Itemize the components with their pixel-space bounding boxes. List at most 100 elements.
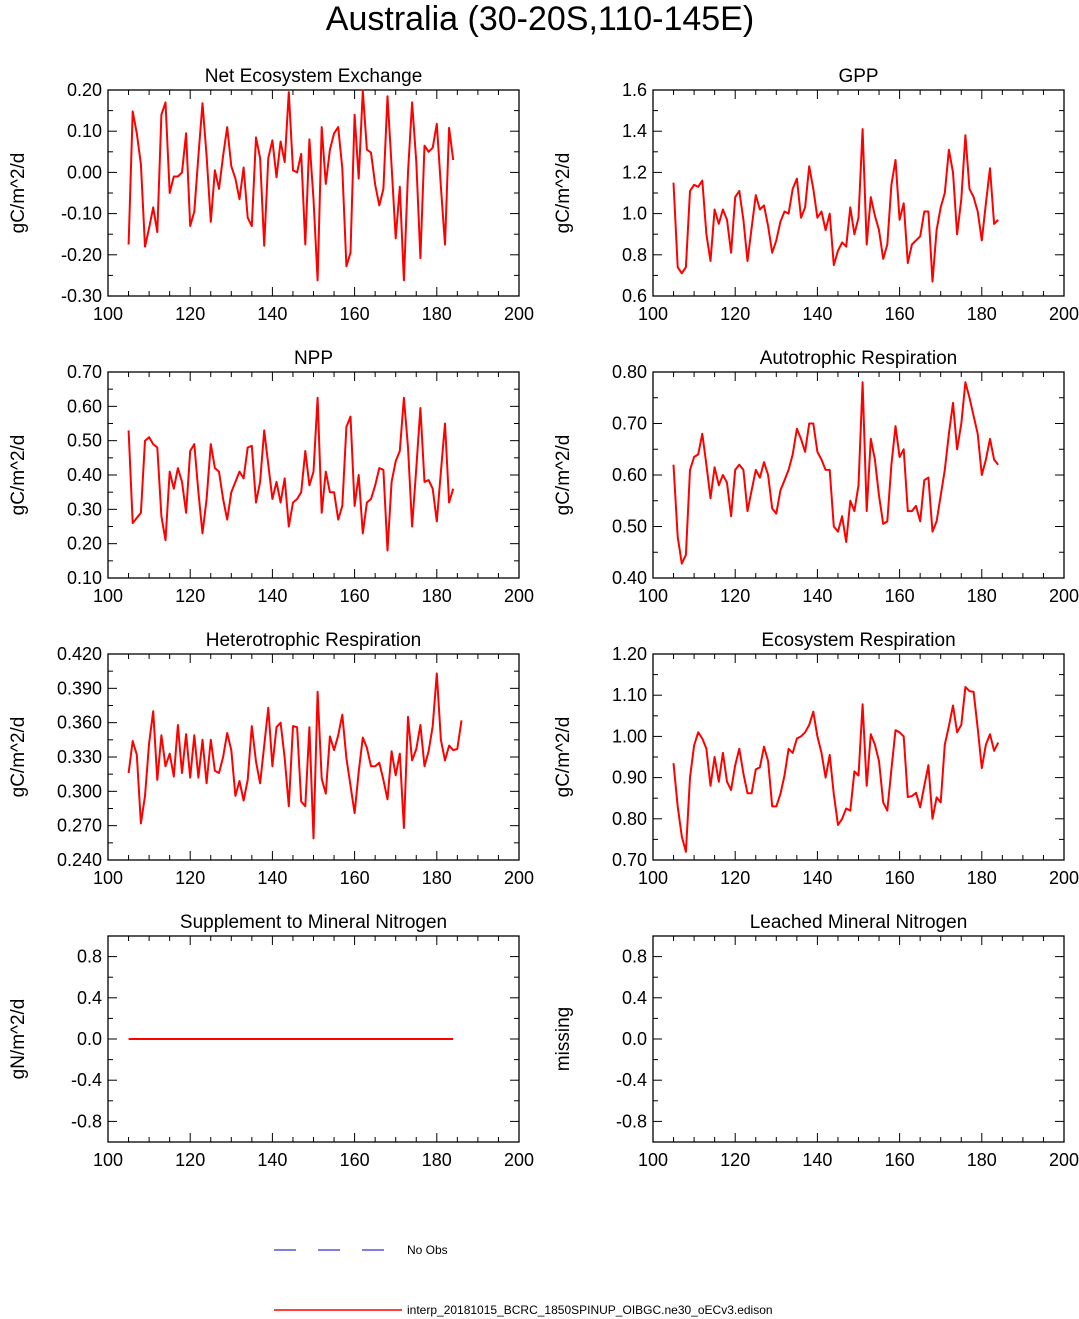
y-tick-label: 0.50 (67, 431, 102, 451)
panel-grid: Net Ecosystem Exchange 100 120 140 160 180 200… (8, 66, 1079, 1170)
x-tick-label: 140 (802, 1150, 832, 1170)
x-tick-label: 180 (967, 868, 997, 888)
chart-panel: Net Ecosystem Exchange 100 120 140 160 180 200… (8, 66, 534, 324)
y-axis-label: gC/m^2/d (8, 717, 29, 798)
x-tick-label: 100 (93, 304, 123, 324)
y-axis-label: gC/m^2/d (8, 435, 29, 516)
figure-title: Australia (30-20S,110-145E) (326, 0, 754, 38)
x-tick-label: 200 (1049, 868, 1079, 888)
x-tick-label: 120 (720, 868, 750, 888)
chart-panel: Leached Mineral Nitrogen 100 120 140 160 180 2… (553, 912, 1079, 1170)
y-tick-label: 0.8 (77, 947, 102, 967)
x-tick-label: 160 (340, 868, 370, 888)
y-tick-label: 0.300 (57, 781, 102, 801)
x-tick-label: 120 (175, 304, 205, 324)
data-series-line (672, 381, 999, 565)
x-tick-label: 180 (422, 1150, 452, 1170)
x-tick-label: 160 (885, 586, 915, 606)
panel-title: GPP (838, 66, 878, 87)
x-tick-label: 160 (885, 868, 915, 888)
y-tick-label: 0.30 (67, 499, 102, 519)
panel-title: Heterotrophic Respiration (206, 630, 421, 651)
y-axis-label: missing (553, 1007, 574, 1071)
y-tick-label: 1.00 (612, 726, 647, 746)
y-tick-label: 1.2 (622, 162, 647, 182)
y-axis-label: gC/m^2/d (8, 153, 29, 234)
y-tick-label: 0.270 (57, 816, 102, 836)
y-tick-label: 0.330 (57, 747, 102, 767)
panel-title: Supplement to Mineral Nitrogen (180, 912, 447, 933)
chart-panel: Autotrophic Respiration 100 120 140 160 180 20… (553, 348, 1079, 606)
data-series-line (127, 89, 455, 282)
x-tick-label: 200 (1049, 586, 1079, 606)
chart-panel: Heterotrophic Respiration 100 120 140 160 180… (8, 630, 534, 888)
y-tick-label: 0.20 (67, 80, 102, 100)
legend-model-label: interp_20181015_BCRC_1850SPINUP_OIBGC.ne… (407, 1303, 773, 1317)
data-series-line (127, 672, 463, 840)
y-tick-label: 1.6 (622, 80, 647, 100)
y-tick-label: 0.6 (622, 286, 647, 306)
y-tick-label: 0.60 (67, 396, 102, 416)
y-tick-label: 1.0 (622, 204, 647, 224)
y-tick-label: 0.0 (622, 1029, 647, 1049)
x-tick-label: 120 (720, 586, 750, 606)
y-tick-label: 0.4 (77, 988, 102, 1008)
chart-panel: Ecosystem Respiration 100 120 140 160 180 200 0… (553, 630, 1079, 888)
x-tick-label: 100 (638, 586, 668, 606)
x-tick-label: 100 (93, 1150, 123, 1170)
panel-title: Ecosystem Respiration (761, 630, 955, 651)
y-tick-label: 0.70 (612, 414, 647, 434)
x-tick-label: 200 (504, 586, 534, 606)
x-tick-label: 160 (340, 586, 370, 606)
x-tick-label: 180 (967, 304, 997, 324)
y-tick-label: -0.8 (616, 1111, 647, 1131)
y-tick-label: 0.10 (67, 121, 102, 141)
x-tick-label: 180 (967, 1150, 997, 1170)
x-tick-label: 140 (257, 586, 287, 606)
x-tick-label: 100 (638, 1150, 668, 1170)
x-tick-label: 180 (422, 586, 452, 606)
y-tick-label: 0.20 (67, 534, 102, 554)
y-tick-label: 0.240 (57, 850, 102, 870)
y-tick-label: 0.390 (57, 678, 102, 698)
x-tick-label: 160 (340, 304, 370, 324)
x-tick-label: 160 (885, 1150, 915, 1170)
legend: No Obs interp_20181015_BCRC_1850SPINUP_O… (274, 1243, 773, 1317)
chart-panel: Supplement to Mineral Nitrogen 100 120 140 1… (8, 912, 534, 1170)
y-tick-label: 0.360 (57, 713, 102, 733)
y-tick-label: 0.0 (77, 1029, 102, 1049)
plot-frame (652, 935, 1065, 1143)
x-tick-label: 180 (422, 304, 452, 324)
x-tick-label: 120 (720, 1150, 750, 1170)
x-tick-label: 140 (802, 586, 832, 606)
y-tick-label: 0.8 (622, 947, 647, 967)
chart-panel: GPP 100 120 140 160 180 200 0.6 0.8 1.0 1.2 1.4 1.6 g… (553, 66, 1079, 324)
x-tick-label: 100 (638, 868, 668, 888)
x-tick-label: 160 (885, 304, 915, 324)
y-tick-label: 0.50 (612, 517, 647, 537)
x-tick-label: 120 (720, 304, 750, 324)
x-tick-label: 140 (802, 868, 832, 888)
x-tick-label: 140 (802, 304, 832, 324)
y-axis-label: gC/m^2/d (553, 435, 574, 516)
y-tick-label: 0.40 (67, 465, 102, 485)
x-tick-label: 140 (257, 868, 287, 888)
y-tick-label: 0.70 (67, 362, 102, 382)
y-tick-label: 0.4 (622, 988, 647, 1008)
y-tick-label: 1.4 (622, 121, 647, 141)
chart-panel: NPP 100 120 140 160 180 200 0.10 0.20 0.30 0.40 0.5… (8, 348, 534, 606)
x-tick-label: 160 (340, 1150, 370, 1170)
y-tick-label: 0.60 (612, 465, 647, 485)
y-tick-label: 0.40 (612, 568, 647, 588)
data-series-line (672, 686, 1000, 853)
panel-title: Leached Mineral Nitrogen (750, 912, 968, 933)
y-tick-label: 0.00 (67, 162, 102, 182)
y-tick-label: -0.20 (61, 245, 102, 265)
y-tick-label: 0.8 (622, 245, 647, 265)
x-tick-label: 100 (638, 304, 668, 324)
y-tick-label: 0.90 (612, 768, 647, 788)
x-tick-label: 120 (175, 1150, 205, 1170)
y-tick-label: 0.420 (57, 644, 102, 664)
x-tick-label: 120 (175, 586, 205, 606)
